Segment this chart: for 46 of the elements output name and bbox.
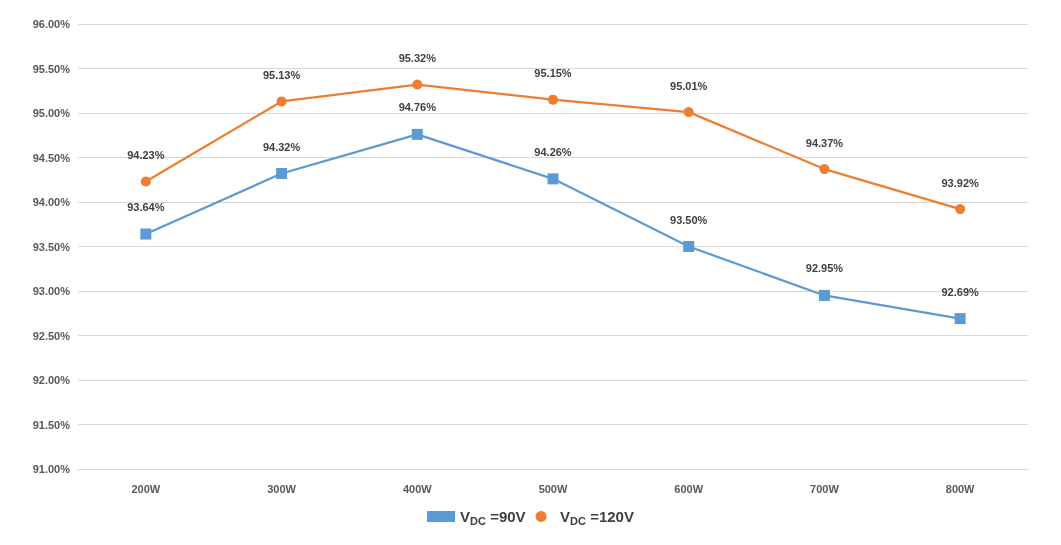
y-tick-label: 91.50%: [32, 418, 71, 431]
y-tick-label: 96.00%: [32, 18, 71, 30]
x-tick-label: 600W: [674, 482, 704, 495]
point: [412, 79, 423, 90]
x-tick-label: 400W: [402, 482, 433, 495]
point: [276, 168, 288, 180]
point: [411, 128, 423, 140]
x-tick-label: 300W: [267, 482, 297, 495]
data-label: 95.15%: [534, 67, 572, 80]
point: [818, 289, 830, 301]
point: [955, 204, 966, 215]
y-tick-label: 93.50%: [32, 240, 71, 253]
data-label: 94.76%: [398, 101, 437, 114]
data-label: 93.50%: [670, 213, 708, 226]
y-tick-label: 92.50%: [32, 329, 71, 342]
point: [819, 164, 830, 175]
data-label: 92.95%: [805, 262, 844, 275]
x-tick-label: 500W: [538, 482, 568, 495]
data-label: 94.37%: [805, 136, 844, 149]
x-tick-label: 200W: [131, 482, 161, 495]
y-tick-label: 95.50%: [32, 62, 71, 75]
y-tick-label: 95.00%: [32, 107, 71, 119]
y-tick-label: 94.50%: [32, 151, 71, 164]
x-tick-label: 700W: [810, 482, 840, 495]
data-label: 93.92%: [941, 176, 980, 189]
y-tick-label: 91.00%: [32, 463, 71, 475]
data-label: 94.32%: [262, 140, 301, 153]
data-label: 92.69%: [941, 285, 980, 298]
data-label: 95.13%: [262, 68, 301, 81]
point: [683, 241, 695, 252]
y-tick-label: 93.00%: [32, 285, 71, 297]
point: [683, 107, 694, 118]
data-label: 94.26%: [534, 145, 572, 158]
point: [547, 173, 559, 185]
point: [276, 96, 287, 107]
y-tick-label: 94.00%: [32, 196, 71, 208]
data-label: 93.64%: [127, 201, 165, 214]
point: [548, 94, 558, 105]
y-tick-label: 92.00%: [32, 374, 71, 386]
point: [954, 313, 966, 325]
point: [140, 176, 151, 187]
data-label: 95.32%: [398, 52, 437, 65]
x-tick-label: 800W: [945, 482, 976, 495]
data-label: 95.01%: [670, 79, 708, 92]
data-label: 94.23%: [127, 149, 165, 162]
point: [140, 228, 152, 240]
